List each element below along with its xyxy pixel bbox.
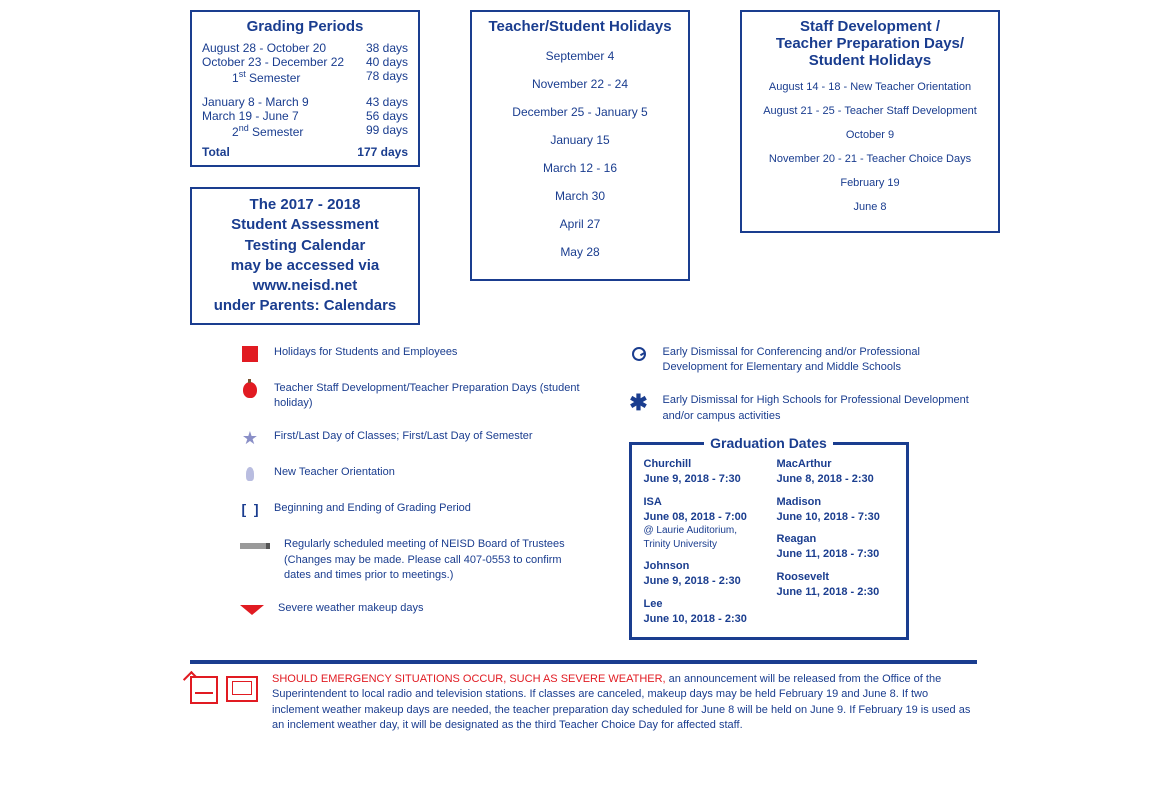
holidays-list: September 4 November 22 - 24 December 25 -… [482, 49, 678, 259]
grading-row: August 28 - October 2038 days [202, 41, 408, 55]
grading-periods-box: Grading Periods August 28 - October 2038… [190, 10, 420, 167]
grad-col-right: MacArthurJune 8, 2018 - 2:30 MadisonJune … [777, 457, 894, 627]
grading-row: January 8 - March 943 days [202, 95, 408, 109]
legend-section: Holidays for Students and Employees Teac… [190, 345, 977, 640]
apple-icon [240, 381, 260, 399]
holiday-item: April 27 [482, 217, 678, 231]
legend-item: New Teacher Orientation [240, 465, 589, 483]
star-icon: ★ [240, 429, 260, 447]
holiday-item: January 15 [482, 133, 678, 147]
clock-icon [629, 345, 649, 363]
bulb-icon [240, 465, 260, 483]
emergency-notice: SHOULD EMERGENCY SITUATIONS OCCUR, SUCH … [190, 672, 977, 734]
staff-item: February 19 [752, 177, 988, 189]
legend-item: [ ]Beginning and Ending of Grading Perio… [240, 501, 589, 519]
staff-item: October 9 [752, 129, 988, 141]
radio-icon [190, 676, 218, 704]
grad-school: LeeJune 10, 2018 - 2:30 [644, 597, 761, 627]
grad-school: ChurchillJune 9, 2018 - 7:30 [644, 457, 761, 487]
staff-dev-box: Staff Development / Teacher Preparation … [740, 10, 1000, 233]
tv-icon [226, 676, 258, 702]
graduation-box: Graduation Dates ChurchillJune 9, 2018 -… [629, 442, 909, 640]
staff-title: Staff Development / Teacher Preparation … [752, 18, 988, 69]
legend-item: Holidays for Students and Employees [240, 345, 589, 363]
holidays-title: Teacher/Student Holidays [482, 18, 678, 35]
testing-calendar-box: The 2017 - 2018 Student Assessment Testi… [190, 187, 420, 325]
divider-rule [190, 660, 977, 664]
legend-item: Severe weather makeup days [240, 601, 589, 619]
grading-sem2: 2nd Semester99 days [202, 123, 408, 139]
grad-school: ReaganJune 11, 2018 - 7:30 [777, 532, 894, 562]
holidays-box: Teacher/Student Holidays September 4 Nove… [470, 10, 690, 281]
grad-school: ISAJune 08, 2018 - 7:00@ Laurie Auditori… [644, 495, 761, 552]
bracket-icon: [ ] [240, 501, 260, 519]
staff-item: August 21 - 25 - Teacher Staff Developme… [752, 105, 988, 117]
legend-item: Early Dismissal for Conferencing and/or … [629, 345, 978, 376]
graduation-title: Graduation Dates [704, 435, 833, 451]
holiday-item: March 30 [482, 189, 678, 203]
grad-school: MadisonJune 10, 2018 - 7:30 [777, 495, 894, 525]
grad-school: RooseveltJune 11, 2018 - 2:30 [777, 570, 894, 600]
holiday-item: May 28 [482, 245, 678, 259]
grading-total: Total177 days [202, 145, 408, 159]
grad-col-left: ChurchillJune 9, 2018 - 7:30 ISAJune 08, … [644, 457, 761, 627]
triangle-icon [240, 601, 264, 619]
staff-item: June 8 [752, 201, 988, 213]
legend-right-col: Early Dismissal for Conferencing and/or … [629, 345, 978, 640]
bar-icon [240, 537, 270, 555]
holiday-item: September 4 [482, 49, 678, 63]
legend-item: ★First/Last Day of Classes; First/Last D… [240, 429, 589, 447]
emergency-text: SHOULD EMERGENCY SITUATIONS OCCUR, SUCH … [272, 672, 977, 734]
grading-title: Grading Periods [202, 18, 408, 35]
grading-sem1: 1st Semester78 days [202, 69, 408, 85]
staff-item: November 20 - 21 - Teacher Choice Days [752, 153, 988, 165]
legend-item: ✱Early Dismissal for High Schools for Pr… [629, 393, 978, 424]
legend-item: Regularly scheduled meeting of NEISD Boa… [240, 537, 589, 583]
holiday-item: November 22 - 24 [482, 77, 678, 91]
grading-row: March 19 - June 756 days [202, 109, 408, 123]
legend-item: Teacher Staff Development/Teacher Prepar… [240, 381, 589, 412]
grad-school: MacArthurJune 8, 2018 - 2:30 [777, 457, 894, 487]
grading-table: August 28 - October 2038 days October 23… [202, 41, 408, 159]
staff-item: August 14 - 18 - New Teacher Orientation [752, 81, 988, 93]
holiday-item: March 12 - 16 [482, 161, 678, 175]
legend-left-col: Holidays for Students and Employees Teac… [240, 345, 589, 640]
asterisk-icon: ✱ [629, 393, 649, 411]
square-red-icon [240, 345, 260, 363]
holiday-item: December 25 - January 5 [482, 105, 678, 119]
grading-row: October 23 - December 2240 days [202, 55, 408, 69]
grad-school: JohnsonJune 9, 2018 - 2:30 [644, 559, 761, 589]
staff-list: August 14 - 18 - New Teacher Orientation… [752, 81, 988, 213]
